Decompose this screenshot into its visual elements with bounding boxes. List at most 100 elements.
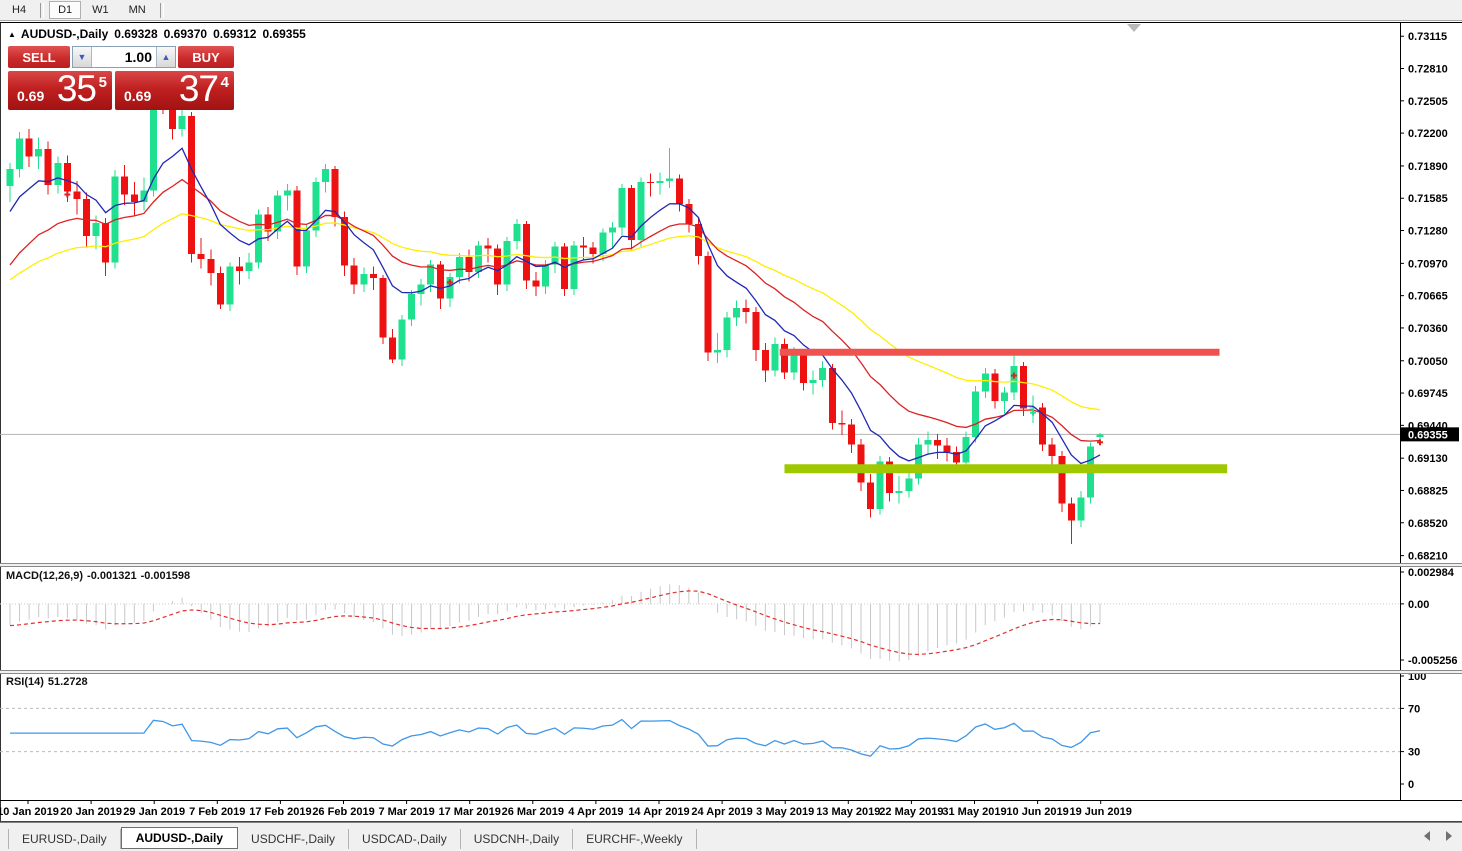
candle-body [886, 461, 894, 494]
candle-body [44, 149, 52, 185]
tab-usdcad-daily[interactable]: USDCAD-,Daily [349, 829, 461, 849]
candle-body [914, 444, 922, 479]
candle-body [780, 343, 788, 373]
symbol-arrow-icon: ▲ [8, 30, 16, 39]
toolbar-separator [40, 2, 45, 18]
rsi-line [10, 718, 1101, 757]
chart-ohlc-header: ▲ AUDUSD-,Daily 0.69328 0.69370 0.69312 0.693… [8, 27, 306, 41]
ma-line-9 [9, 147, 1101, 465]
date-axis-label: 4 Apr 2019 [568, 806, 623, 818]
candle-body [312, 181, 320, 231]
candle-body [283, 190, 291, 196]
date-axis-label: 24 Apr 2019 [691, 806, 752, 818]
date-axis-label: 17 Mar 2019 [439, 806, 501, 818]
candle-body [427, 264, 435, 285]
date-axis-label: 20 Jan 2019 [60, 806, 122, 818]
sell-button[interactable]: SELL [8, 46, 70, 68]
candle-body [1029, 407, 1037, 409]
candle-body [838, 423, 846, 425]
tab-scroll-left-icon[interactable] [1424, 831, 1430, 841]
price-axis-label: 0.70050 [1408, 356, 1448, 368]
candle-body [828, 368, 836, 424]
candle-body [302, 230, 310, 267]
candle-body [503, 241, 511, 285]
candle-body [235, 266, 243, 271]
candle-body [771, 343, 779, 371]
volume-decrease-button[interactable]: ▼ [73, 47, 92, 67]
toolbar-separator [159, 2, 164, 18]
panel-divider[interactable] [0, 670, 1462, 674]
date-axis-label: 14 Apr 2019 [628, 806, 689, 818]
candle-body [1067, 503, 1075, 521]
buy-price-display[interactable]: 0.69 37 4 [115, 68, 234, 110]
tab-eurchf-weekly[interactable]: EURCHF-,Weekly [573, 829, 697, 849]
price-axis-label: 0.71585 [1408, 193, 1448, 205]
candle-body [551, 246, 559, 265]
candle-body [962, 437, 970, 463]
sell-price-display[interactable]: 0.69 35 5 [8, 68, 112, 110]
tab-scroll-right-icon[interactable] [1446, 831, 1452, 841]
candle-body [895, 491, 903, 494]
tab-eurusd-daily[interactable]: EURUSD-,Daily [8, 829, 121, 849]
candle-body [714, 350, 722, 353]
timeframe-mn-button[interactable]: MN [128, 4, 146, 16]
candle-body [589, 247, 597, 254]
candle-body [465, 257, 473, 272]
buy-price-pip: 4 [220, 74, 229, 91]
candle-body [694, 224, 702, 256]
candle-body [599, 232, 607, 254]
date-axis-label: 10 Jun 2019 [1006, 806, 1068, 818]
candle-body [656, 180, 664, 183]
tab-usdcnh-daily[interactable]: USDCNH-,Daily [461, 829, 574, 849]
candle-body [666, 178, 674, 181]
volume-input[interactable] [92, 47, 156, 67]
buy-button[interactable]: BUY [178, 46, 234, 68]
price-axis-label: 0.70970 [1408, 258, 1448, 270]
symbol-label: AUDUSD-,Daily [20, 27, 109, 41]
chart-window-border [0, 22, 1462, 23]
candle-body [417, 284, 425, 295]
macd-signal-line [9, 590, 1101, 656]
candle-body [943, 445, 951, 452]
price-axis-label: 0.68210 [1408, 551, 1448, 563]
candle-body [685, 204, 693, 225]
candle-body [733, 307, 741, 318]
candle-body [675, 178, 683, 205]
date-axis-label: 7 Mar 2019 [378, 806, 434, 818]
chart-dropdown-icon[interactable] [1127, 24, 1141, 32]
date-axis-label: 17 Feb 2019 [249, 806, 311, 818]
candle-body [1039, 407, 1047, 445]
candle-body [274, 195, 282, 232]
candle-body [264, 214, 272, 232]
candle-body [350, 265, 358, 285]
tab-usdchf-daily[interactable]: USDCHF-,Daily [238, 829, 350, 849]
candle-body [570, 245, 578, 289]
sell-price-big: 35 [56, 68, 97, 109]
price-axis-label: 0.72505 [1408, 96, 1448, 108]
macd-axis-label: 0.00 [1408, 599, 1429, 611]
price-axis-label: 0.69130 [1408, 453, 1448, 465]
timeframe-h4-button[interactable]: H4 [12, 4, 27, 16]
price-axis-label: 0.68520 [1408, 518, 1448, 530]
rsi-axis-label: 0 [1408, 779, 1414, 791]
candle-body [704, 255, 712, 353]
date-axis-label: 7 Feb 2019 [189, 806, 245, 818]
candle-body [331, 169, 339, 217]
ohlc-close: 0.69355 [262, 27, 306, 41]
candle-body [953, 451, 961, 463]
date-axis-label: 29 Jan 2019 [123, 806, 185, 818]
candle-body [455, 257, 463, 278]
price-axis-label: 0.73115 [1408, 31, 1447, 43]
candle-body [16, 138, 24, 170]
ohlc-high: 0.69370 [163, 27, 208, 41]
timeframe-d1-button[interactable]: D1 [49, 1, 82, 19]
panel-divider[interactable] [0, 563, 1462, 567]
candle-body [6, 169, 14, 187]
volume-increase-button[interactable]: ▲ [156, 47, 175, 67]
rsi-label: RSI(14) 51.2728 [6, 676, 88, 688]
candle-body [82, 198, 90, 236]
candle-body [637, 181, 645, 241]
timeframe-w1-button[interactable]: W1 [92, 4, 109, 16]
tab-audusd-daily[interactable]: AUDUSD-,Daily [120, 827, 239, 849]
